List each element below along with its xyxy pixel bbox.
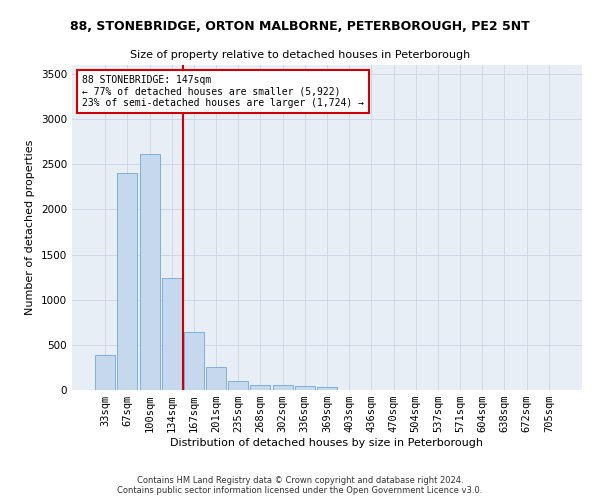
Bar [95, 355, 115, 390]
Bar [295, 386, 315, 390]
Bar [118, 174, 137, 390]
Bar [228, 382, 248, 390]
Bar [140, 154, 160, 390]
Text: Size of property relative to detached houses in Peterborough: Size of property relative to detached ho… [130, 50, 470, 60]
Bar [317, 388, 337, 390]
Bar [206, 366, 226, 390]
Bar [184, 332, 204, 390]
X-axis label: Distribution of detached houses by size in Peterborough: Distribution of detached houses by size … [170, 438, 484, 448]
Bar [250, 384, 271, 390]
Bar [162, 278, 182, 390]
Text: 88 STONEBRIDGE: 147sqm
← 77% of detached houses are smaller (5,922)
23% of semi-: 88 STONEBRIDGE: 147sqm ← 77% of detached… [82, 74, 364, 108]
Y-axis label: Number of detached properties: Number of detached properties [25, 140, 35, 315]
Text: 88, STONEBRIDGE, ORTON MALBORNE, PETERBOROUGH, PE2 5NT: 88, STONEBRIDGE, ORTON MALBORNE, PETERBO… [70, 20, 530, 33]
Bar [272, 384, 293, 390]
Text: Contains HM Land Registry data © Crown copyright and database right 2024.
Contai: Contains HM Land Registry data © Crown c… [118, 476, 482, 495]
